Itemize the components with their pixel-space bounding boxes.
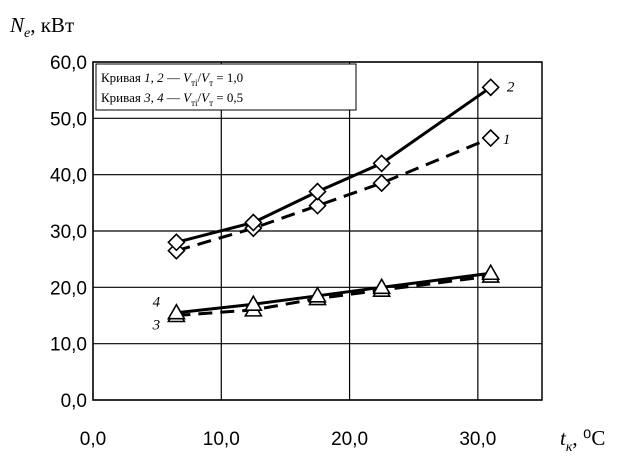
series-1-line <box>175 136 492 253</box>
series-1-point <box>308 196 327 215</box>
series-4-point <box>481 263 501 281</box>
y-tick-labels: 0,0 10,0 20,0 30,0 40,0 50,0 60,0 <box>50 53 87 412</box>
y-tick-label: 30,0 <box>50 222 87 243</box>
x-axis-label: tк, ⁰C <box>560 426 605 455</box>
y-tick-label: 10,0 <box>50 335 87 356</box>
y-tick-label: 40,0 <box>50 166 87 187</box>
legend-line-2: Кривая 3, 4 — Vтi/Vт = 0,5 <box>101 90 243 108</box>
series-2-point <box>372 154 391 173</box>
y-tick-label: 50,0 <box>50 109 87 130</box>
y-tick-label: 20,0 <box>50 278 87 299</box>
series-2-label: 2 <box>507 79 515 95</box>
series-2-point <box>308 182 327 201</box>
series-4-point <box>308 286 327 303</box>
y-axis-label: Ne, кВт <box>9 13 74 41</box>
series-layer <box>167 78 501 323</box>
legend-line-1: Кривая 1, 2 — Vтi/Vт = 1,0 <box>101 70 243 88</box>
series-2-point <box>481 78 500 97</box>
series-2-point <box>244 213 263 232</box>
series-1-point <box>481 128 500 148</box>
x-tick-label: 20,0 <box>331 429 368 450</box>
series-1-label: 1 <box>503 132 511 148</box>
x-tick-labels: 0,0 10,0 20,0 30,0 <box>80 429 497 450</box>
legend: Кривая 1, 2 — Vтi/Vт = 1,0 Кривая 3, 4 —… <box>95 63 357 111</box>
plot-frame <box>92 61 543 401</box>
y-tick-label: 0,0 <box>61 391 87 412</box>
series-4-point <box>243 294 263 312</box>
y-tick-label: 60,0 <box>50 53 87 74</box>
legend-box <box>95 63 357 111</box>
grid <box>92 61 543 401</box>
x-tick-label: 10,0 <box>203 429 240 450</box>
x-tick-label: 0,0 <box>80 429 106 450</box>
series-2-line <box>176 86 492 244</box>
series-4-line <box>176 271 491 315</box>
x-tick-label: 30,0 <box>459 429 496 450</box>
series-3-line <box>176 274 491 317</box>
series-2-point <box>167 233 186 252</box>
series-3-label: 3 <box>152 318 161 334</box>
series-4-point <box>372 277 392 295</box>
series-4-label: 4 <box>153 295 161 311</box>
series-4-point <box>167 303 186 320</box>
series-labels: 1 2 3 4 <box>152 79 515 333</box>
series-1-point <box>372 173 391 193</box>
